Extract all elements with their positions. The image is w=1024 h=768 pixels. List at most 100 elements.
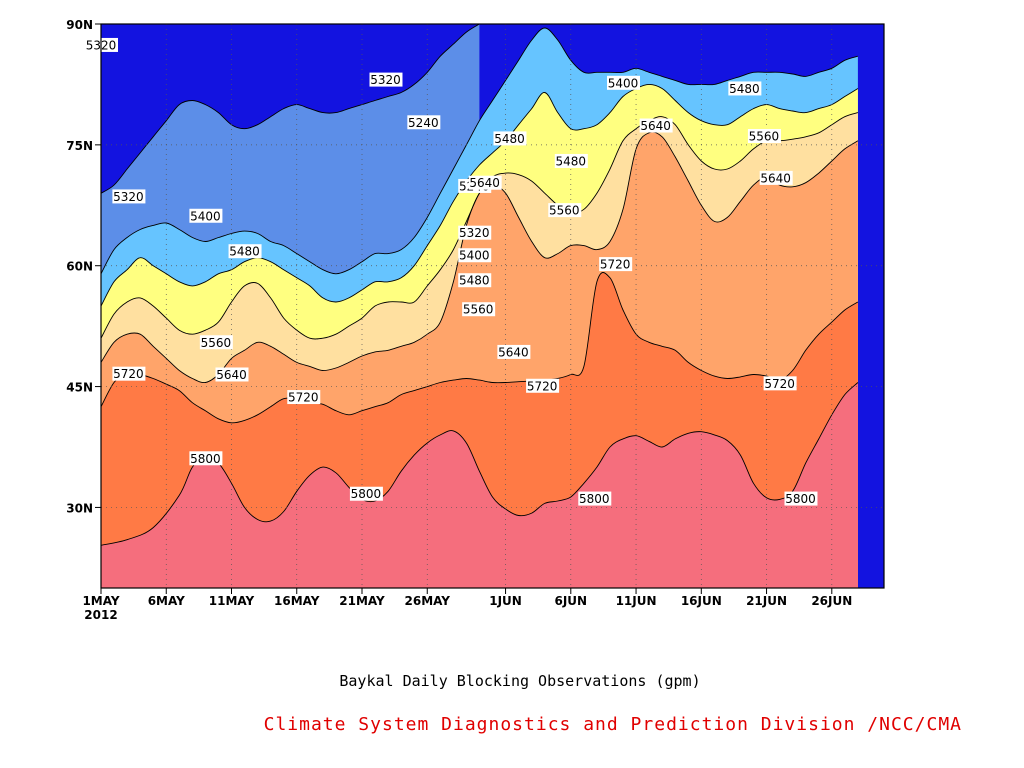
- contour-label-bg: [468, 175, 502, 190]
- contour-label-text: 5720: [113, 367, 144, 381]
- contour-label-text: 5800: [579, 492, 610, 506]
- contour-label-bg: [458, 248, 492, 263]
- x-year-label: 2012: [84, 608, 117, 622]
- contour-label-bg: [349, 486, 383, 501]
- contour-label: 5800: [349, 486, 383, 501]
- contour-label-text: 5720: [764, 377, 795, 391]
- x-tick-label: 16JUN: [681, 594, 722, 608]
- x-tick-label: 26MAY: [405, 594, 451, 608]
- contour-label-bg: [578, 491, 612, 506]
- contour-label: 5400: [607, 75, 640, 90]
- contour-label: 5400: [189, 208, 223, 223]
- contour-label: 5800: [578, 491, 612, 506]
- contour-label-bg: [763, 376, 797, 391]
- grid-lines: [101, 24, 884, 588]
- contour-line-5400: [101, 27, 859, 275]
- x-tick-label: 26JUN: [811, 594, 852, 608]
- contour-label-text: 5480: [459, 274, 490, 288]
- contour-label-text: 5640: [498, 345, 529, 359]
- contour-label-text: 5720: [527, 379, 558, 393]
- contour-line-5560: [101, 112, 859, 340]
- contour-label-text: 5320: [459, 226, 490, 240]
- contour-label-bg: [728, 81, 762, 96]
- credit-line: Climate System Diagnostics and Predictio…: [263, 714, 962, 735]
- contour-label: 5560: [462, 302, 496, 317]
- y-tick-label: 45N: [66, 381, 93, 395]
- contour-label-bg: [554, 153, 588, 168]
- contour-label-bg: [599, 257, 633, 272]
- contour-label: 5720: [526, 378, 560, 393]
- contour-label: 5480: [554, 153, 588, 168]
- contour-label-bg: [497, 344, 531, 359]
- contour-label: 5400: [458, 248, 492, 263]
- contour-label-bg: [639, 118, 673, 133]
- contour-label-bg: [458, 273, 492, 288]
- contour-label-text: 5480: [229, 245, 260, 259]
- y-tick-label: 30N: [66, 501, 93, 515]
- contour-label-text: 5480: [494, 132, 525, 146]
- contour-label-text: 5640: [469, 176, 500, 190]
- contour-label: 5320: [369, 72, 403, 87]
- contour-label: 5800: [784, 491, 818, 506]
- contour-label: 5560: [199, 335, 233, 350]
- y-tick-label: 75N: [66, 139, 93, 153]
- contour-label-text: 5320: [370, 73, 401, 87]
- x-tick-label: 6JUN: [554, 594, 587, 608]
- contour-label-text: 5240: [408, 116, 439, 130]
- plot-frame: [100, 23, 885, 589]
- contour-line-5320: [101, 24, 480, 194]
- contour-label: 5480: [458, 273, 492, 288]
- contour-label: 5640: [639, 118, 673, 133]
- contour-label: 5640: [759, 170, 793, 185]
- contour-label: 5720: [763, 376, 797, 391]
- x-tick-label: 1JUN: [489, 594, 522, 608]
- contour-label-bg: [607, 75, 640, 90]
- contour-label: 5800: [189, 451, 223, 466]
- contour-label-bg: [112, 189, 146, 204]
- contour-label-bg: [189, 451, 223, 466]
- contour-label: 5560: [548, 203, 582, 218]
- contour-label: 5720: [599, 257, 633, 272]
- contour-label: 5640: [497, 344, 531, 359]
- contour-label-bg: [784, 491, 818, 506]
- contour-label-text: 5400: [608, 76, 639, 90]
- contour-label-bg: [462, 302, 496, 317]
- contour-label-text: 5800: [190, 452, 221, 466]
- contour-label-text: 5640: [640, 119, 671, 133]
- contour-fills: [101, 24, 884, 588]
- contour-label: 5320: [112, 189, 146, 204]
- x-tick-label: 1MAY: [82, 594, 119, 608]
- y-axis: 30N 45N 60N 75N 90N: [66, 18, 101, 515]
- x-tick-label: 11MAY: [209, 594, 255, 608]
- contour-label-text: 5560: [201, 336, 232, 350]
- contour-line-5800: [101, 382, 859, 546]
- x-tick-label: 11JUN: [616, 594, 657, 608]
- contour-label-text: 5800: [785, 492, 816, 506]
- contour-label-bg: [759, 170, 793, 185]
- contour-label-bg: [215, 367, 249, 382]
- contour-label-text: 5800: [351, 487, 382, 501]
- chart-caption: Baykal Daily Blocking Observations (gpm): [339, 672, 701, 690]
- contour-label: 5320: [458, 225, 492, 240]
- x-tick-label: 16MAY: [274, 594, 320, 608]
- contour-label: 5480: [728, 81, 762, 96]
- contour-label: 5640: [468, 175, 502, 190]
- contour-fill-5800: [101, 382, 858, 588]
- contour-label-text: 5400: [459, 249, 490, 263]
- y-tick-label: 60N: [66, 260, 93, 274]
- contour-label-bg: [526, 378, 560, 393]
- contour-label: 5640: [215, 367, 249, 382]
- contour-label-text: 5560: [549, 204, 580, 218]
- contour-label-bg: [407, 115, 441, 130]
- contour-label: 5720: [287, 390, 321, 405]
- y-tick-label: 90N: [66, 18, 93, 32]
- x-tick-label: 21MAY: [339, 594, 385, 608]
- contour-label-text: 5400: [190, 209, 221, 223]
- contour-label: 5480: [493, 131, 527, 146]
- contour-label-text: 5320: [113, 190, 144, 204]
- contour-label-bg: [199, 335, 233, 350]
- x-axis: 1MAY 6MAY 11MAY 16MAY 21MAY 26MAY 1JUN 6JUN 11JU…: [82, 588, 852, 622]
- contour-label-bg: [548, 203, 582, 218]
- contour-label-text: 5480: [556, 154, 587, 168]
